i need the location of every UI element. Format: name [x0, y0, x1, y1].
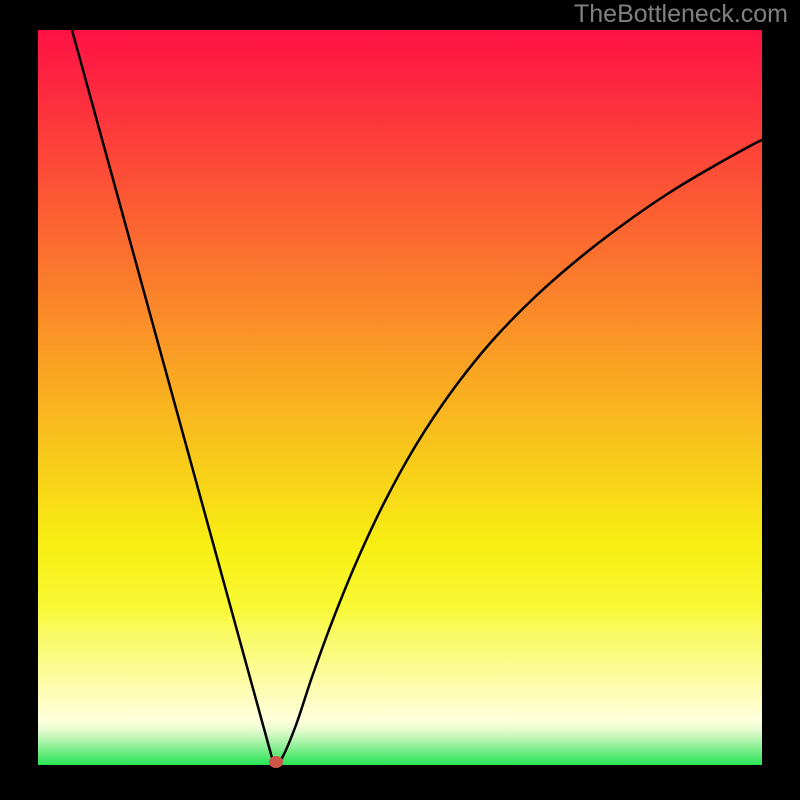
watermark-text: TheBottleneck.com [574, 0, 788, 29]
optimal-point-marker [269, 756, 283, 768]
plot-background [38, 30, 762, 765]
chart-container: TheBottleneck.com [0, 0, 800, 800]
bottleneck-chart [0, 0, 800, 800]
